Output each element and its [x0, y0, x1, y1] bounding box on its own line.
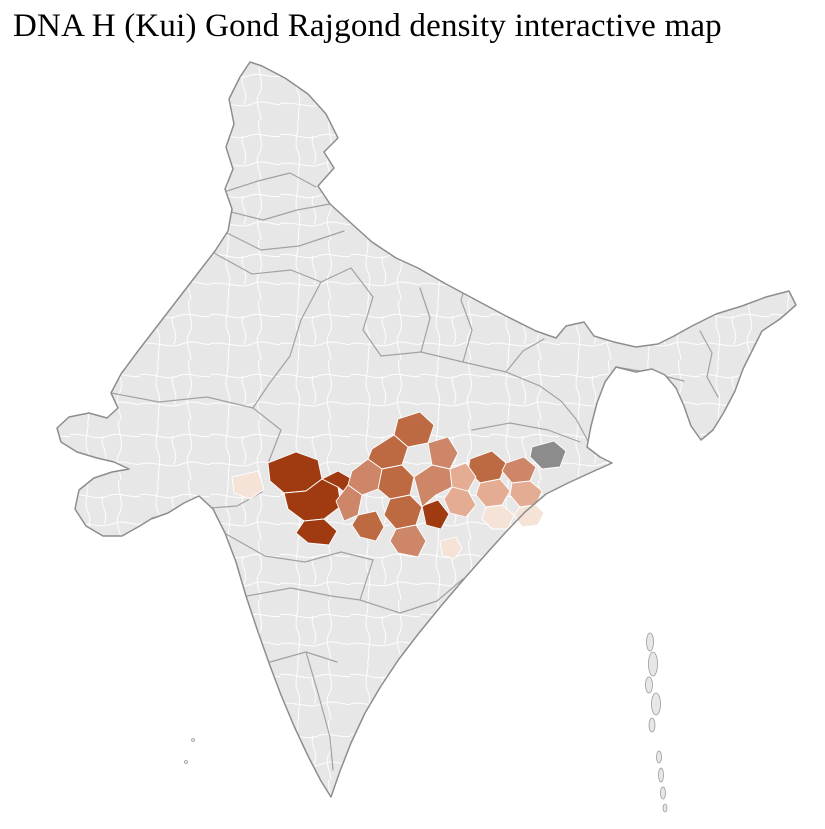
- state-border-line: [223, 172, 317, 193]
- state-border-line: [225, 533, 374, 563]
- island[interactable]: [658, 767, 664, 783]
- island[interactable]: [656, 750, 662, 764]
- state-border-line: [419, 287, 431, 353]
- district-medium-high[interactable]: [351, 510, 385, 542]
- districts-medium: [335, 436, 537, 558]
- island[interactable]: [184, 760, 188, 764]
- state-border-line: [213, 252, 352, 283]
- state-border-line: [230, 203, 331, 221]
- island[interactable]: [645, 676, 653, 694]
- district-medium[interactable]: [389, 524, 427, 558]
- state-border-line: [505, 338, 545, 373]
- state-border-line: [471, 422, 581, 443]
- island[interactable]: [662, 803, 668, 813]
- district-low[interactable]: [443, 486, 477, 518]
- district-high[interactable]: [421, 499, 450, 530]
- state-border-line: [539, 385, 589, 442]
- district-very-low[interactable]: [231, 470, 265, 500]
- state-border-line: [359, 559, 464, 614]
- districts-very-low: [231, 470, 545, 560]
- district-very-low[interactable]: [439, 536, 463, 560]
- state-border-line: [252, 281, 322, 409]
- page-title: DNA H (Kui) Gond Rajgond density interac…: [13, 8, 722, 44]
- island[interactable]: [648, 717, 656, 733]
- island[interactable]: [191, 738, 195, 742]
- state-border-line: [305, 651, 334, 771]
- andaman-nicobar-islands[interactable]: [184, 632, 668, 813]
- island[interactable]: [646, 632, 654, 652]
- district-high[interactable]: [295, 518, 338, 546]
- state-border-line: [699, 330, 719, 398]
- island[interactable]: [651, 692, 661, 716]
- state-border-line: [226, 230, 345, 251]
- district-other-highlight[interactable]: [529, 440, 567, 470]
- districts-low: [443, 462, 543, 518]
- district-medium[interactable]: [427, 436, 459, 470]
- state-border-line: [246, 587, 361, 601]
- state-borders: [110, 172, 719, 771]
- district-low[interactable]: [449, 462, 477, 492]
- island[interactable]: [648, 651, 658, 677]
- districts-other-highlight: [529, 440, 567, 470]
- district-very-low[interactable]: [513, 504, 545, 528]
- districts-medium-high: [351, 411, 507, 542]
- state-border-line: [110, 392, 282, 462]
- state-border-line: [350, 267, 541, 387]
- island[interactable]: [660, 786, 666, 800]
- district-medium[interactable]: [335, 484, 363, 522]
